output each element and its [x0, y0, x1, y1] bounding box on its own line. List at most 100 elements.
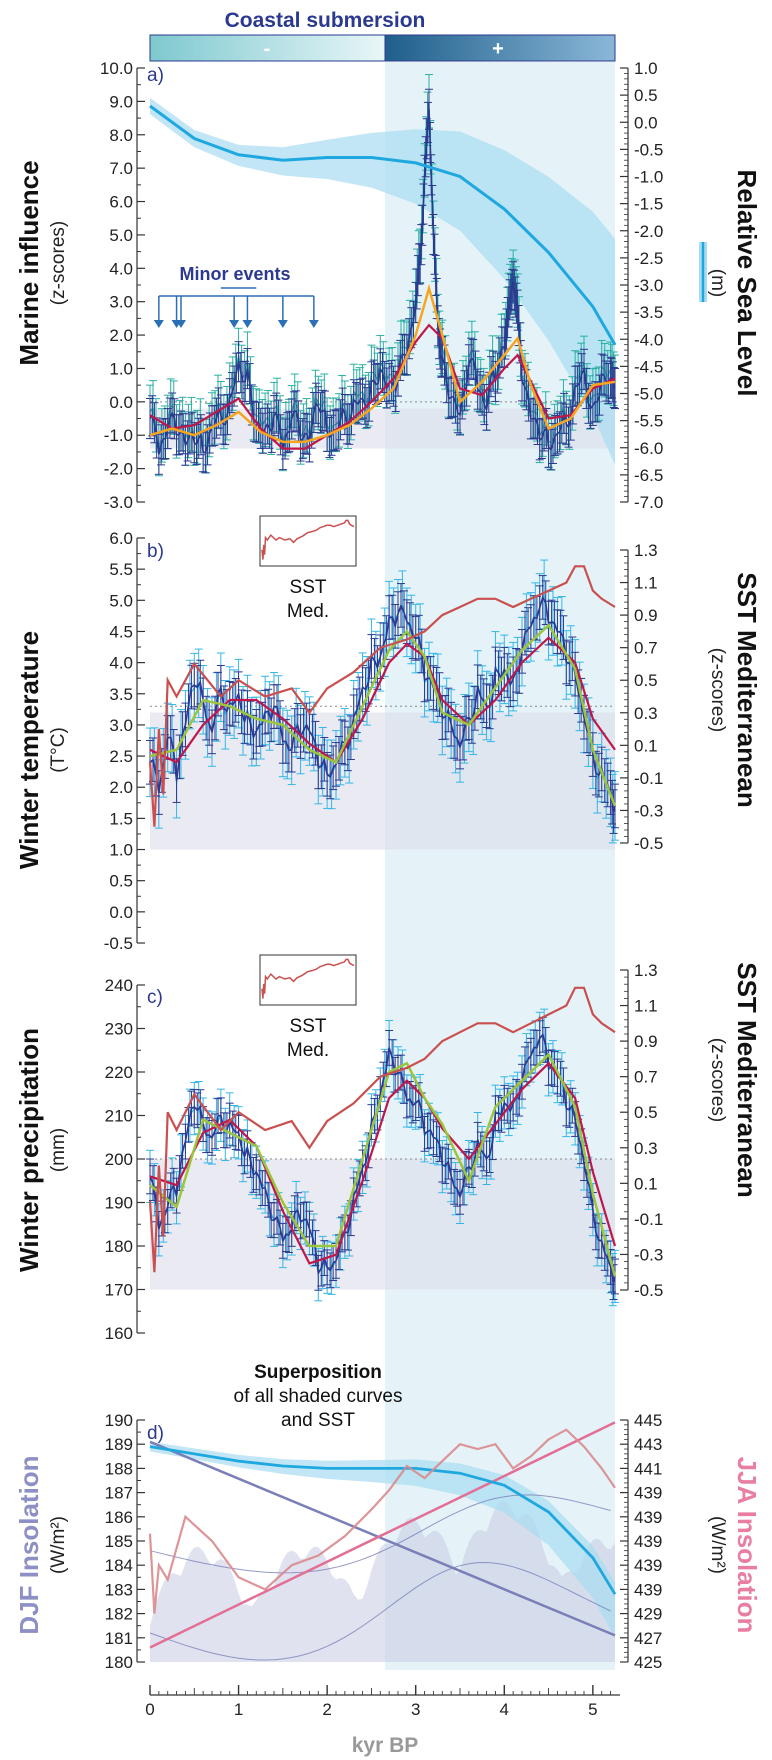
panel-b-right-tick-label: -0.1: [634, 769, 663, 788]
panel-d-right-tick-label: 439: [634, 1556, 662, 1575]
panel-d-right-tick-label: 441: [634, 1459, 662, 1478]
panel-d-right-title: JJA Insolation: [732, 1457, 762, 1634]
panel-a-right-tick-label: -4.0: [634, 330, 663, 349]
jja-insolation-line: [149, 1421, 616, 1649]
panel-d-sea-level-line: [149, 1445, 617, 1595]
panel-b-left-title: Winter temperature: [14, 631, 44, 869]
panel-a-left-tick-label: 5.0: [109, 226, 133, 245]
panel-c-left-tick-label: 170: [105, 1281, 133, 1300]
panel-d-thin-curve-1: [149, 1494, 611, 1574]
panel-d-right-tick-label: 439: [634, 1532, 662, 1551]
panel-a-left-tick-label: 7.0: [109, 159, 133, 178]
panel-b-left-tick-label: 4.0: [109, 654, 133, 673]
superposition-line-3: and SST: [281, 1410, 355, 1431]
panel-d-insolation: 190 189 188 187 186 185 184 183 182 181 180 445 443 4…: [105, 1411, 663, 1672]
x-tick-label: 4: [500, 1700, 509, 1719]
panel-d-thin-curve-2: [149, 1561, 611, 1661]
panel-a-left-unit: (z-scores): [48, 221, 69, 305]
panel-c-left-tick-label: 180: [105, 1237, 133, 1256]
panel-c-winter-precipitation: 240 230 220 210 200 190 180 170 160 1.3 1.1 0.9 0.7 0…: [105, 961, 664, 1343]
panel-d-right-tick-label: 439: [634, 1484, 662, 1503]
submersion-minus-bar: [149, 34, 386, 62]
sea-level-confidence-band: [150, 97, 615, 466]
panel-a-left-tick-label: 3.0: [109, 293, 133, 312]
panel-d-left-tick-label: 182: [105, 1605, 133, 1624]
panel-a-marine-influence: 10.0 9.0 8.0 7.0 6.0 5.0 4.0 3.0 2.0 1.0 0.0 -1.0 -2…: [100, 59, 663, 512]
sst-inset-c-line: [261, 958, 355, 999]
panel-d-sea-level-band: [150, 1441, 615, 1638]
x-tick-label: 3: [411, 1700, 420, 1719]
panel-d-right-tick-label: 445: [634, 1411, 662, 1430]
panel-b-left-tick-label: 3.0: [109, 716, 133, 735]
panel-d-left-tick-label: 183: [105, 1580, 133, 1599]
panel-c-floor-shade: [150, 1159, 615, 1290]
panel-c-left-tick-label: 230: [105, 1020, 133, 1039]
sst-inset-b-line: [261, 519, 355, 560]
panel-a-right-tick-label: -2.0: [634, 222, 663, 241]
panel-a-left-tick-label: 9.0: [109, 92, 133, 111]
panel-a-left-tick-label: 0.0: [109, 393, 133, 412]
panel-c-right-tick-label: 0.1: [634, 1174, 658, 1193]
panel-a-right-tick-label: -1.0: [634, 168, 663, 187]
panel-a-right-tick-label: -5.0: [634, 385, 663, 404]
x-tick-label: 2: [322, 1700, 331, 1719]
panel-c-crimson-smooth: [149, 1061, 617, 1265]
panel-b-right-tick-label: 0.9: [634, 606, 658, 625]
minor-event-arrow: [229, 320, 240, 328]
panel-a-right-tick-label: 1.0: [634, 59, 658, 78]
panel-c-sst-line: [148, 986, 616, 1273]
panel-d-left-tick-label: 189: [105, 1435, 133, 1454]
minor-event-arrow: [153, 320, 164, 328]
panel-a-left-tick-label: 8.0: [109, 126, 133, 145]
panel-a-left-title: Marine influence: [14, 160, 44, 365]
panel-b-left-tick-label: 1.5: [109, 809, 133, 828]
panel-b-right-tick-label: 0.3: [634, 704, 658, 723]
panel-a-right-tick-label: -1.5: [634, 195, 663, 214]
panel-a-left-tick-label: 4.0: [109, 259, 133, 278]
submersion-plus-label: +: [492, 38, 504, 60]
panel-c-right-title: SST Mediterranean: [732, 962, 762, 1198]
panel-b-crimson-smooth: [149, 636, 616, 764]
panel-b-left-tick-label: 6.0: [109, 529, 133, 548]
minor-event-arrow: [277, 320, 288, 328]
panel-b-left-tick-label: 3.5: [109, 685, 133, 704]
minor-event-arrow: [242, 320, 253, 328]
panel-d-right-tick-label: 429: [634, 1605, 662, 1624]
panel-c-left-unit: (mm): [48, 1128, 69, 1172]
panel-c-right-tick-label: 1.3: [634, 961, 658, 980]
sst-inset-c-label-2: Med.: [287, 1040, 329, 1061]
panel-a-right-title: Relative Sea Level: [732, 170, 762, 397]
panel-b-left-tick-label: 4.5: [109, 622, 133, 641]
panel-c-right-unit: (z-scores): [707, 1038, 728, 1122]
panel-c-left-tick-label: 190: [105, 1194, 133, 1213]
panel-c-left-tick-label: 240: [105, 976, 133, 995]
panel-c-left-tick-label: 220: [105, 1063, 133, 1082]
panel-a-left-tick-label: 6.0: [109, 193, 133, 212]
panel-d-left-unit: (W/m²): [48, 1516, 69, 1574]
panel-d-sst-line: [148, 1428, 616, 1614]
panel-d-right-tick-label: 439: [634, 1580, 662, 1599]
panel-a-left-tick-label: -3.0: [104, 493, 133, 512]
panel-a-right-tick-label: -3.0: [634, 276, 663, 295]
panel-a-right-tick-label: -4.5: [634, 357, 663, 376]
panel-c-green-smooth: [149, 1052, 617, 1277]
panel-b-left-tick-label: 2.5: [109, 747, 133, 766]
panel-c-right-tick-label: 0.7: [634, 1068, 658, 1087]
x-axis: 0 1 2 3 4 5: [145, 1685, 620, 1719]
panel-d-right-tick-label: 439: [634, 1508, 662, 1527]
panel-a-left-tick-label: -1.0: [104, 426, 133, 445]
panel-b-letter: b): [147, 541, 164, 562]
panel-d-left-tick-label: 190: [105, 1411, 133, 1430]
panel-a-left-tick-label: -2.0: [104, 460, 133, 479]
panel-b-left-tick-label: 1.0: [109, 841, 133, 860]
panel-d-right-tick-label: 443: [634, 1435, 662, 1454]
panel-c-left-tick-label: 210: [105, 1107, 133, 1126]
panel-d-right-tick-label: 427: [634, 1629, 662, 1648]
panel-a-right-tick-label: 0.0: [634, 113, 658, 132]
panel-d-left-tick-label: 188: [105, 1459, 133, 1478]
panel-a-right-tick-label: -3.5: [634, 303, 663, 322]
panel-b-left-tick-label: -0.5: [104, 934, 133, 953]
panel-b-winter-temperature: 6.0 5.5 5.0 4.5 4.0 3.5 3.0 2.5 2.0 1.5 1.0 0.5 0.0 -…: [104, 529, 664, 953]
panel-a-right-tick-label: -5.5: [634, 412, 663, 431]
